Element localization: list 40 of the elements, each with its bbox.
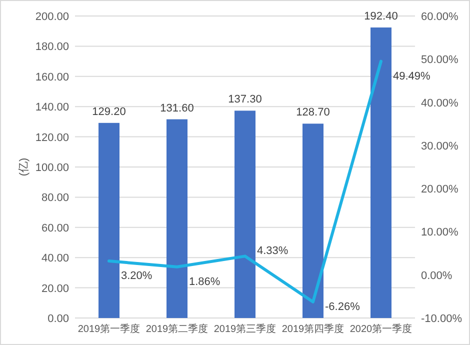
data-label: 1.86% bbox=[189, 276, 220, 288]
bar bbox=[166, 119, 188, 318]
y-tick-label: 60.00 bbox=[41, 222, 69, 234]
data-label: 192.40 bbox=[364, 10, 398, 22]
data-label: -6.26% bbox=[325, 300, 360, 313]
data-label: 137.30 bbox=[228, 94, 262, 106]
y-tick-label: 160.00 bbox=[35, 71, 69, 84]
y2-tick-label: -10.00% bbox=[421, 313, 462, 325]
data-label: 129.20 bbox=[92, 106, 126, 118]
y-tick-label: 100.00 bbox=[35, 162, 69, 174]
y-tick-label: 80.00 bbox=[41, 192, 69, 204]
bar bbox=[302, 124, 324, 318]
x-tick-label: 2019第二季度 bbox=[146, 323, 208, 335]
y-tick-label: 20.00 bbox=[41, 282, 69, 295]
y-axis-title: (亿) bbox=[18, 158, 30, 176]
x-tick-label: 2020第一季度 bbox=[350, 323, 412, 335]
y2-tick-label: 40.00% bbox=[421, 97, 459, 110]
y-tick-label: 120.00 bbox=[35, 132, 69, 144]
bar bbox=[370, 27, 392, 318]
data-label: 131.60 bbox=[160, 102, 194, 114]
y2-tick-label: 10.00% bbox=[421, 226, 459, 239]
y2-tick-label: 60.00% bbox=[421, 11, 459, 23]
y2-tick-label: 30.00% bbox=[421, 140, 459, 152]
y-tick-label: 200.00 bbox=[35, 11, 69, 23]
y-tick-label: 40.00 bbox=[41, 252, 69, 265]
y2-tick-label: 20.00% bbox=[421, 184, 459, 196]
y2-tick-label: 0.00% bbox=[421, 270, 452, 282]
x-tick-label: 2019第一季度 bbox=[78, 323, 140, 335]
x-tick-label: 2019第三季度 bbox=[214, 323, 276, 335]
y-tick-label: 140.00 bbox=[35, 102, 69, 114]
y-tick-label: 0.00 bbox=[48, 313, 69, 325]
data-label: 4.33% bbox=[257, 245, 288, 258]
bar bbox=[98, 122, 120, 318]
data-label: 49.49% bbox=[393, 70, 431, 82]
x-tick-label: 2019第四季度 bbox=[282, 323, 344, 335]
y-tick-label: 180.00 bbox=[35, 41, 69, 54]
data-label: 3.20% bbox=[121, 270, 152, 282]
bar bbox=[234, 110, 256, 318]
y2-tick-label: 50.00% bbox=[421, 54, 459, 66]
data-label: 128.70 bbox=[296, 106, 330, 119]
